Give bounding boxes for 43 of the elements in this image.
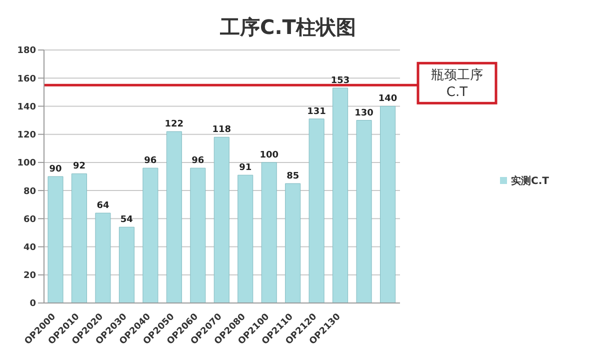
bar xyxy=(95,212,111,303)
data-label: 64 xyxy=(96,201,110,212)
data-label: 131 xyxy=(307,106,326,117)
data-label: 96 xyxy=(144,156,157,166)
y-tick-label: 0 xyxy=(30,299,36,310)
ref-line-label: 瓶颈工序 C.T xyxy=(431,67,483,100)
bar xyxy=(142,168,158,303)
data-label: 96 xyxy=(192,156,204,166)
data-label: 100 xyxy=(260,150,278,160)
bar xyxy=(285,183,301,303)
bar xyxy=(308,118,324,303)
bar xyxy=(261,162,277,303)
y-tick-label: 60 xyxy=(23,214,36,225)
bar xyxy=(332,88,348,303)
data-label: 85 xyxy=(286,172,300,182)
bar xyxy=(214,136,230,303)
data-label: 54 xyxy=(120,215,133,226)
data-label: 118 xyxy=(212,125,232,136)
y-tick-label: 40 xyxy=(23,242,36,253)
bar xyxy=(71,173,87,303)
bar xyxy=(166,131,182,303)
y-tick-label: 100 xyxy=(17,158,36,169)
data-label: 90 xyxy=(49,164,62,174)
data-label: 91 xyxy=(239,163,252,174)
legend-label: 实测C.T xyxy=(511,176,549,186)
bar xyxy=(238,174,254,303)
y-tick-label: 80 xyxy=(23,186,36,197)
data-label: 153 xyxy=(330,76,350,86)
y-tick-label: 20 xyxy=(23,271,36,282)
bar xyxy=(118,226,134,303)
bar xyxy=(48,176,64,303)
bar xyxy=(356,120,372,303)
chart-title: 工序C.T柱状图 xyxy=(219,14,357,41)
y-tick-label: 180 xyxy=(17,46,36,56)
y-tick-label: 160 xyxy=(17,74,36,84)
data-label: 122 xyxy=(164,120,184,130)
bar xyxy=(190,168,206,303)
bar xyxy=(380,106,396,303)
data-label: 92 xyxy=(72,162,86,172)
y-tick-label: 120 xyxy=(17,130,36,141)
data-label: 140 xyxy=(378,94,398,104)
data-label: 130 xyxy=(354,108,374,118)
y-tick-label: 140 xyxy=(17,102,36,112)
